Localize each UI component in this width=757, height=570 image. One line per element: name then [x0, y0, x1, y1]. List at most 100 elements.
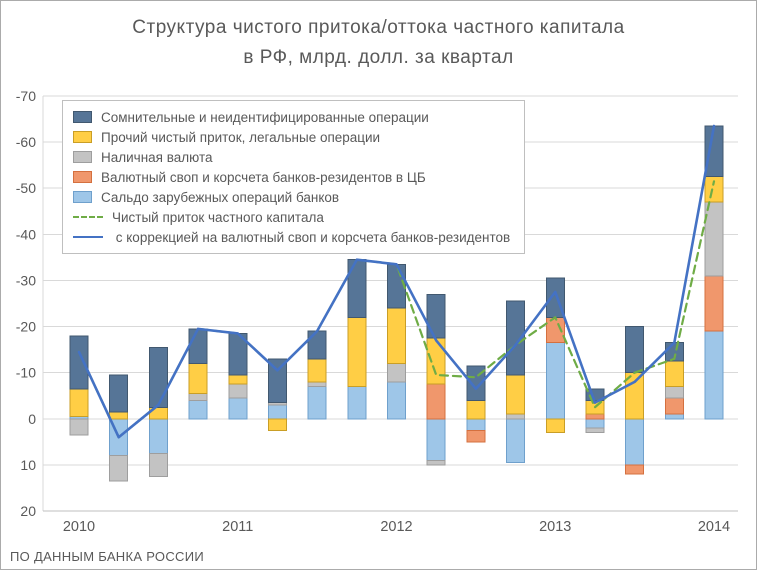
svg-text:2012: 2012	[380, 519, 412, 535]
source-note: ПО ДАННЫМ БАНКА РОССИИ	[10, 549, 204, 564]
bar-segment-other	[69, 388, 89, 417]
legend-swatch-corrected-line	[73, 236, 103, 238]
y-axis-labels: -70 -60 -50 -40 -30 -20 -10 0 10 20	[16, 88, 36, 519]
line-corrected	[77, 124, 716, 439]
legend-swatch-doubtful-bar	[73, 111, 92, 123]
legend-item-doubtful: Сомнительные и неидентифицированные опер…	[73, 107, 510, 127]
bar-segment-doubtful	[69, 335, 89, 390]
svg-text:-40: -40	[16, 226, 36, 242]
bar-segment-doubtful	[307, 330, 327, 360]
bar-segment-swap	[704, 275, 724, 332]
bar-segment-doubtful	[347, 259, 367, 318]
bar-segment-doubtful	[625, 326, 645, 374]
legend-label-cash: Наличная валюта	[101, 149, 213, 165]
legend-item-net: Чистый приток частного капитала	[73, 207, 510, 227]
svg-text:0: 0	[28, 411, 36, 427]
bar-segment-banks	[307, 386, 327, 420]
x-axis-labels: 2010 2011 2012 2013 2014	[63, 519, 730, 535]
bar-segment-doubtful	[387, 263, 406, 309]
svg-text:2014: 2014	[698, 519, 730, 535]
bar-segment-other	[228, 374, 248, 385]
bar-segment-banks	[545, 342, 565, 420]
bar-segment-swap	[664, 397, 684, 415]
bar-segment-other	[387, 307, 406, 364]
bar-segment-other	[347, 316, 367, 388]
legend-swatch-net-line	[73, 216, 103, 218]
svg-text:-10: -10	[16, 365, 36, 381]
bar-segment-banks	[704, 330, 724, 420]
legend-swatch-banks-bar	[73, 191, 92, 203]
legend-label-doubtful: Сомнительные и неидентифицированные опер…	[101, 109, 429, 125]
bar-segment-other	[188, 362, 208, 394]
legend-swatch-cash-bar	[73, 151, 92, 163]
bar-segment-cash	[426, 459, 446, 466]
bar-segment-swap	[585, 413, 605, 420]
bar-segment-other	[109, 411, 129, 420]
svg-text:10: 10	[20, 457, 36, 473]
svg-text:-60: -60	[16, 134, 36, 150]
legend-label-other: Прочий чистый приток, легальные операции	[101, 129, 381, 145]
bar-segment-doubtful	[267, 358, 287, 404]
bar-segment-cash	[387, 362, 406, 383]
bar-segment-cash	[148, 452, 168, 477]
bar-segment-other	[307, 358, 327, 383]
legend-swatch-swap-bar	[73, 171, 92, 183]
legend-label-swap: Валютный своп и корсчета банков-резидент…	[101, 169, 426, 185]
bar-segment-cash	[704, 201, 724, 277]
bar-segment-cash	[307, 381, 327, 387]
bars	[69, 125, 724, 482]
bar-segment-cash	[69, 418, 89, 436]
legend-item-corrected: с коррекцией на валютный своп и корсчета…	[73, 227, 510, 247]
chart-title-line2: в РФ, млрд. долл. за квартал	[243, 47, 514, 68]
legend-label-corrected: с коррекцией на валютный своп и корсчета…	[112, 229, 511, 245]
bar-segment-banks	[387, 381, 406, 420]
bar-segment-banks	[228, 397, 248, 420]
legend-item-banks: Сальдо зарубежных операций банков	[73, 187, 510, 207]
bar-segment-other	[545, 418, 565, 434]
bar-segment-swap	[466, 429, 486, 443]
bar-segment-other	[267, 418, 287, 431]
svg-text:-30: -30	[16, 272, 36, 288]
bar-segment-banks	[148, 418, 168, 454]
legend-label-banks: Сальдо зарубежных операций банков	[101, 189, 340, 205]
bar-segment-other	[466, 399, 486, 420]
bar-segment-doubtful	[426, 293, 446, 339]
bar-segment-doubtful	[109, 374, 129, 413]
bar-segment-banks	[267, 404, 287, 420]
bar-segment-doubtful	[148, 346, 168, 408]
svg-text:-20: -20	[16, 319, 36, 335]
bar-segment-banks	[426, 418, 446, 461]
bar-segment-swap	[625, 464, 645, 475]
bar-segment-other	[426, 337, 446, 385]
bar-segment-cash	[585, 427, 605, 434]
bar-segment-banks	[188, 399, 208, 420]
chart-legend: Сомнительные и неидентифицированные опер…	[62, 100, 526, 254]
chart-title: Структура чистого притока/оттока частног…	[1, 13, 756, 73]
svg-text:-70: -70	[16, 88, 36, 104]
legend-label-net: Чистый приток частного капитала	[112, 209, 324, 225]
legend-item-other: Прочий чистый приток, легальные операции	[73, 127, 510, 147]
bar-segment-cash	[109, 455, 129, 482]
bar-segment-doubtful	[188, 328, 208, 364]
bar-segment-banks	[664, 413, 684, 420]
chart-title-line1: Структура чистого притока/оттока частног…	[132, 17, 625, 38]
bar-segment-doubtful	[704, 125, 724, 178]
bar-segment-banks	[506, 418, 526, 464]
bar-segment-other	[506, 374, 526, 415]
bar-segment-banks	[625, 418, 645, 466]
bar-segment-cash	[506, 413, 526, 420]
bar-segment-cash	[188, 392, 208, 401]
bar-segment-other	[664, 360, 684, 387]
bar-segment-cash	[664, 386, 684, 399]
legend-swatch-other-bar	[73, 131, 92, 143]
bar-segment-banks	[466, 418, 486, 431]
bar-segment-banks	[585, 418, 605, 429]
svg-text:2011: 2011	[222, 519, 253, 535]
svg-text:2013: 2013	[539, 519, 571, 535]
bar-segment-cash	[228, 383, 248, 399]
bar-segment-banks	[347, 386, 367, 420]
svg-text:-50: -50	[16, 180, 36, 196]
bar-segment-swap	[426, 383, 446, 420]
